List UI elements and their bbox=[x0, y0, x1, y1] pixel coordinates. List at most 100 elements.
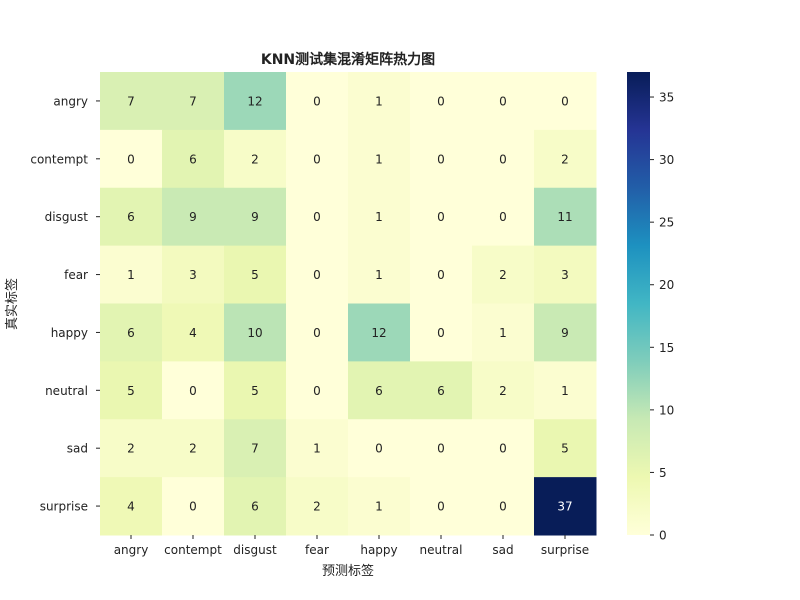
cell-value-label: 1 bbox=[313, 442, 321, 456]
x-tick-label: sad bbox=[492, 543, 513, 557]
x-tick-labels: angry contempt disgust fear happy neutral sad s… bbox=[114, 535, 589, 557]
cell-value-label: 9 bbox=[561, 326, 569, 340]
heatmap-cells: 7 7 12 0 1 0 0 00 6 2 0 1 0 0 26 9 9 0 1 0 0 111 3 5 0 1 0 2 36 4 10 0 1… bbox=[100, 72, 597, 536]
cell-value-label: 1 bbox=[375, 94, 383, 108]
cell-value-label: 0 bbox=[437, 326, 445, 340]
colorbar-ticks: 0 5 10 15 20 25 30 35 bbox=[650, 91, 674, 543]
cell-value-label: 1 bbox=[375, 268, 383, 282]
heatmap-cell bbox=[224, 361, 287, 420]
colorbar: 0 5 10 15 20 25 30 35 bbox=[627, 72, 674, 543]
heatmap-cell bbox=[472, 187, 535, 247]
cell-value-label: 6 bbox=[127, 210, 135, 224]
heatmap-cell bbox=[162, 187, 225, 247]
x-tick-label: surprise bbox=[541, 543, 589, 557]
cell-value-label: 9 bbox=[251, 210, 259, 224]
cell-value-label: 2 bbox=[127, 442, 135, 456]
heatmap-cell bbox=[534, 419, 597, 478]
heatmap-cell bbox=[472, 245, 535, 305]
heatmap-cell bbox=[162, 245, 225, 305]
colorbar-tick-label: 5 bbox=[659, 466, 667, 480]
x-tick-label: fear bbox=[305, 543, 329, 557]
cell-value-label: 2 bbox=[313, 500, 321, 514]
cell-value-label: 7 bbox=[251, 442, 259, 456]
x-tick-label: contempt bbox=[164, 543, 222, 557]
cell-value-label: 0 bbox=[313, 210, 321, 224]
x-tick-label: angry bbox=[114, 543, 149, 557]
cell-value-label: 1 bbox=[375, 500, 383, 514]
heatmap-cell bbox=[348, 303, 411, 362]
colorbar-tick-label: 30 bbox=[659, 153, 674, 167]
cell-value-label: 0 bbox=[127, 152, 135, 166]
y-tick-label: fear bbox=[64, 268, 88, 282]
cell-value-label: 0 bbox=[499, 210, 507, 224]
cell-value-label: 3 bbox=[189, 268, 197, 282]
cell-value-label: 4 bbox=[127, 500, 135, 514]
heatmap-cell bbox=[100, 129, 163, 189]
colorbar-tick-label: 0 bbox=[659, 529, 667, 543]
x-tick-label: happy bbox=[360, 543, 397, 557]
heatmap-cell bbox=[410, 72, 473, 131]
heatmap-cell bbox=[348, 129, 411, 189]
heatmap-cell bbox=[162, 419, 225, 478]
cell-value-label: 1 bbox=[375, 152, 383, 166]
colorbar-tick-label: 35 bbox=[659, 91, 674, 105]
colorbar-gradient bbox=[627, 72, 650, 535]
heatmap-cell bbox=[348, 419, 411, 478]
cell-value-label: 0 bbox=[189, 384, 197, 398]
heatmap-cell bbox=[224, 245, 287, 305]
heatmap-cell bbox=[410, 419, 473, 478]
heatmap-cell bbox=[534, 187, 597, 247]
heatmap-cell bbox=[100, 303, 163, 362]
heatmap-cell bbox=[286, 361, 349, 420]
colorbar-tick-label: 10 bbox=[659, 403, 674, 417]
x-axis-label: 预测标签 bbox=[322, 563, 374, 579]
cell-value-label: 7 bbox=[127, 94, 135, 108]
heatmap-cell bbox=[100, 72, 163, 131]
y-tick-label: surprise bbox=[40, 500, 88, 514]
heatmap-cell bbox=[348, 245, 411, 305]
heatmap-cell bbox=[286, 245, 349, 305]
cell-value-label: 0 bbox=[437, 500, 445, 514]
cell-value-label: 0 bbox=[189, 500, 197, 514]
heatmap-cell bbox=[534, 129, 597, 189]
cell-value-label: 1 bbox=[127, 268, 135, 282]
heatmap-cell bbox=[100, 419, 163, 478]
cell-value-label: 3 bbox=[561, 268, 569, 282]
colorbar-tick-label: 25 bbox=[659, 216, 674, 230]
cell-value-label: 5 bbox=[251, 384, 259, 398]
heatmap-cell bbox=[348, 361, 411, 420]
cell-value-label: 7 bbox=[189, 94, 197, 108]
cell-value-label: 5 bbox=[561, 442, 569, 456]
heatmap-cell bbox=[100, 477, 163, 536]
cell-value-label: 6 bbox=[189, 152, 197, 166]
heatmap-cell bbox=[224, 419, 287, 478]
heatmap-cell bbox=[286, 187, 349, 247]
heatmap-cell bbox=[286, 72, 349, 131]
cell-value-label: 5 bbox=[127, 384, 135, 398]
cell-value-label: 0 bbox=[437, 268, 445, 282]
cell-value-label: 6 bbox=[251, 500, 259, 514]
heatmap-cell bbox=[410, 187, 473, 247]
cell-value-label: 0 bbox=[313, 384, 321, 398]
heatmap-cell bbox=[534, 477, 597, 536]
cell-value-label: 0 bbox=[561, 94, 569, 108]
heatmap-cell bbox=[100, 245, 163, 305]
cell-value-label: 0 bbox=[437, 152, 445, 166]
heatmap-cell bbox=[162, 72, 225, 131]
cell-value-label: 10 bbox=[247, 326, 262, 340]
heatmap-cell bbox=[410, 129, 473, 189]
cell-value-label: 0 bbox=[499, 442, 507, 456]
cell-value-label: 0 bbox=[499, 152, 507, 166]
cell-value-label: 1 bbox=[499, 326, 507, 340]
cell-value-label: 0 bbox=[499, 94, 507, 108]
x-tick-label: neutral bbox=[420, 543, 463, 557]
cell-value-label: 0 bbox=[313, 94, 321, 108]
y-tick-label: angry bbox=[53, 94, 88, 108]
heatmap-cell bbox=[472, 419, 535, 478]
cell-value-label: 6 bbox=[437, 384, 445, 398]
cell-value-label: 0 bbox=[375, 442, 383, 456]
cell-value-label: 0 bbox=[313, 326, 321, 340]
y-tick-labels: angry contempt disgust fear happy neutral sad s… bbox=[30, 94, 100, 514]
heatmap-cell bbox=[348, 187, 411, 247]
heatmap-cell bbox=[472, 477, 535, 536]
